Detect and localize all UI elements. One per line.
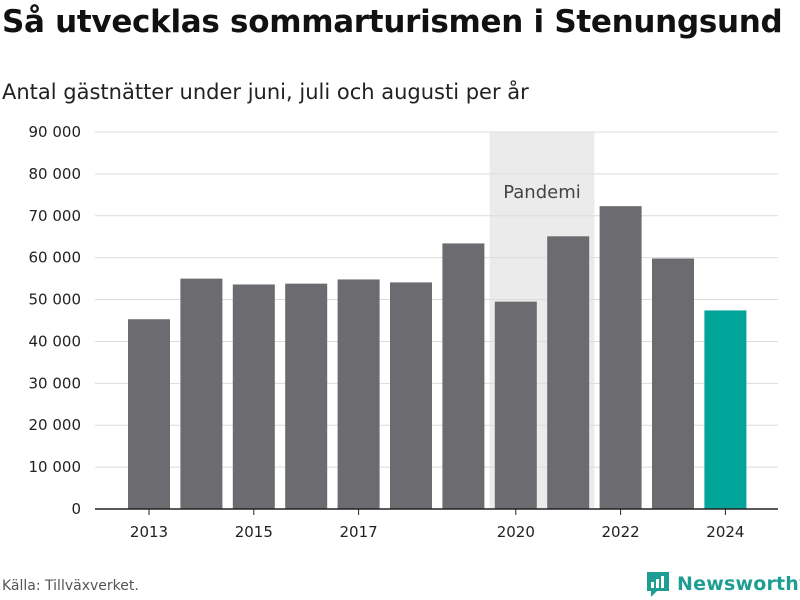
y-tick-label: 80 000: [29, 165, 82, 183]
y-tick-label: 10 000: [29, 458, 82, 476]
source-note: Källa: Tillväxverket.: [2, 578, 139, 594]
bar-2024: [704, 310, 747, 509]
y-tick-label: 60 000: [29, 249, 82, 267]
newsworthy-logo-icon: [647, 572, 669, 597]
bar-2023: [652, 258, 694, 509]
bar-2014: [180, 278, 223, 509]
bar-2016: [285, 283, 328, 509]
pandemic-label: Pandemi: [503, 182, 581, 203]
bar-2015: [232, 284, 275, 509]
bar-2017: [337, 279, 380, 509]
y-tick-label: 50 000: [29, 291, 82, 309]
bar-2018: [390, 282, 432, 509]
x-tick-label: 2020: [497, 523, 535, 541]
y-tick-label: 20 000: [29, 416, 82, 434]
brand-name: Newsworthy: [677, 573, 800, 595]
x-tick-label: 2022: [602, 523, 640, 541]
brand-logo: Newsworthy: [645, 568, 800, 600]
bar-2019: [442, 243, 485, 509]
chart-title: Så utvecklas sommarturismen i Stenungsun…: [2, 4, 783, 40]
x-tick-label: 2013: [130, 523, 168, 541]
x-tick-label: 2017: [340, 523, 378, 541]
chart-subtitle: Antal gästnätter under juni, juli och au…: [2, 80, 529, 104]
x-tick-label: 2015: [235, 523, 273, 541]
y-tick-label: 30 000: [29, 374, 82, 392]
y-tick-label: 90 000: [29, 123, 82, 141]
y-tick-label: 70 000: [29, 207, 82, 225]
bar-2021: [547, 236, 590, 509]
y-tick-label: 0: [71, 500, 81, 518]
bar-2013: [128, 319, 170, 509]
bar-2020: [494, 301, 537, 509]
bar-2022: [599, 206, 642, 510]
y-tick-label: 40 000: [29, 332, 82, 350]
x-tick-label: 2024: [706, 523, 744, 541]
